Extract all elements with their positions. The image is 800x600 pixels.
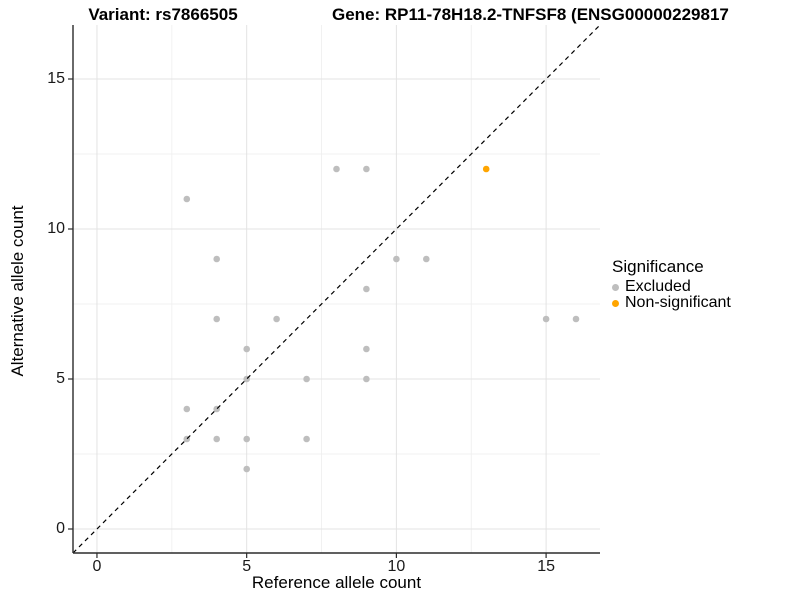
- x-tick-label: 0: [92, 558, 102, 575]
- plot-title-variant: Variant: rs7866505: [88, 5, 238, 24]
- data-point-excluded: [183, 405, 191, 413]
- data-point-excluded: [393, 255, 400, 263]
- legend-item-non-significant: Non-significant: [612, 294, 731, 311]
- data-point-excluded: [183, 195, 191, 203]
- data-point-excluded: [363, 345, 370, 353]
- legend-item-label: Non-significant: [625, 294, 731, 311]
- y-axis-title: Alternative allele count: [8, 205, 27, 377]
- data-point-excluded: [542, 315, 550, 323]
- data-point-excluded: [363, 165, 370, 173]
- data-point-excluded: [243, 345, 250, 353]
- x-axis-title: Reference allele count: [251, 573, 422, 592]
- data-point-excluded: [363, 285, 370, 293]
- legend-item-label: Excluded: [625, 278, 691, 295]
- legend: Significance Excluded Non-significant: [612, 257, 731, 311]
- legend-items: Excluded Non-significant: [612, 278, 731, 311]
- data-point-excluded: [243, 435, 250, 443]
- legend-point-icon: [612, 283, 619, 291]
- data-point-excluded: [213, 255, 220, 263]
- data-point-excluded: [363, 375, 370, 383]
- data-point-excluded: [572, 315, 580, 323]
- data-point-excluded: [213, 435, 220, 443]
- data-point-excluded: [273, 315, 280, 323]
- legend-point-icon: [612, 299, 619, 307]
- data-point-excluded: [423, 255, 430, 263]
- data-point-excluded: [213, 315, 220, 323]
- plot-panel: [68, 25, 601, 558]
- data-point-excluded: [243, 465, 250, 473]
- data-point-non-significant: [482, 165, 490, 173]
- legend-title: Significance: [612, 257, 704, 276]
- data-point-excluded: [303, 375, 310, 383]
- data-point-excluded: [333, 165, 340, 173]
- x-tick-label: 15: [537, 558, 555, 575]
- plot-title-gene: Gene: RP11-78H18.2-TNFSF8 (ENSG000002298…: [332, 5, 729, 24]
- y-tick-label: 0: [56, 520, 65, 537]
- y-tick-label: 5: [56, 370, 65, 387]
- legend-item-excluded: Excluded: [612, 278, 731, 295]
- y-tick-label: 10: [47, 220, 65, 237]
- identity-reference-line: [72, 25, 601, 554]
- x-tick-label: 5: [242, 558, 252, 575]
- x-tick-label: 10: [387, 558, 406, 575]
- y-tick-label: 15: [47, 70, 65, 87]
- data-point-excluded: [303, 435, 310, 443]
